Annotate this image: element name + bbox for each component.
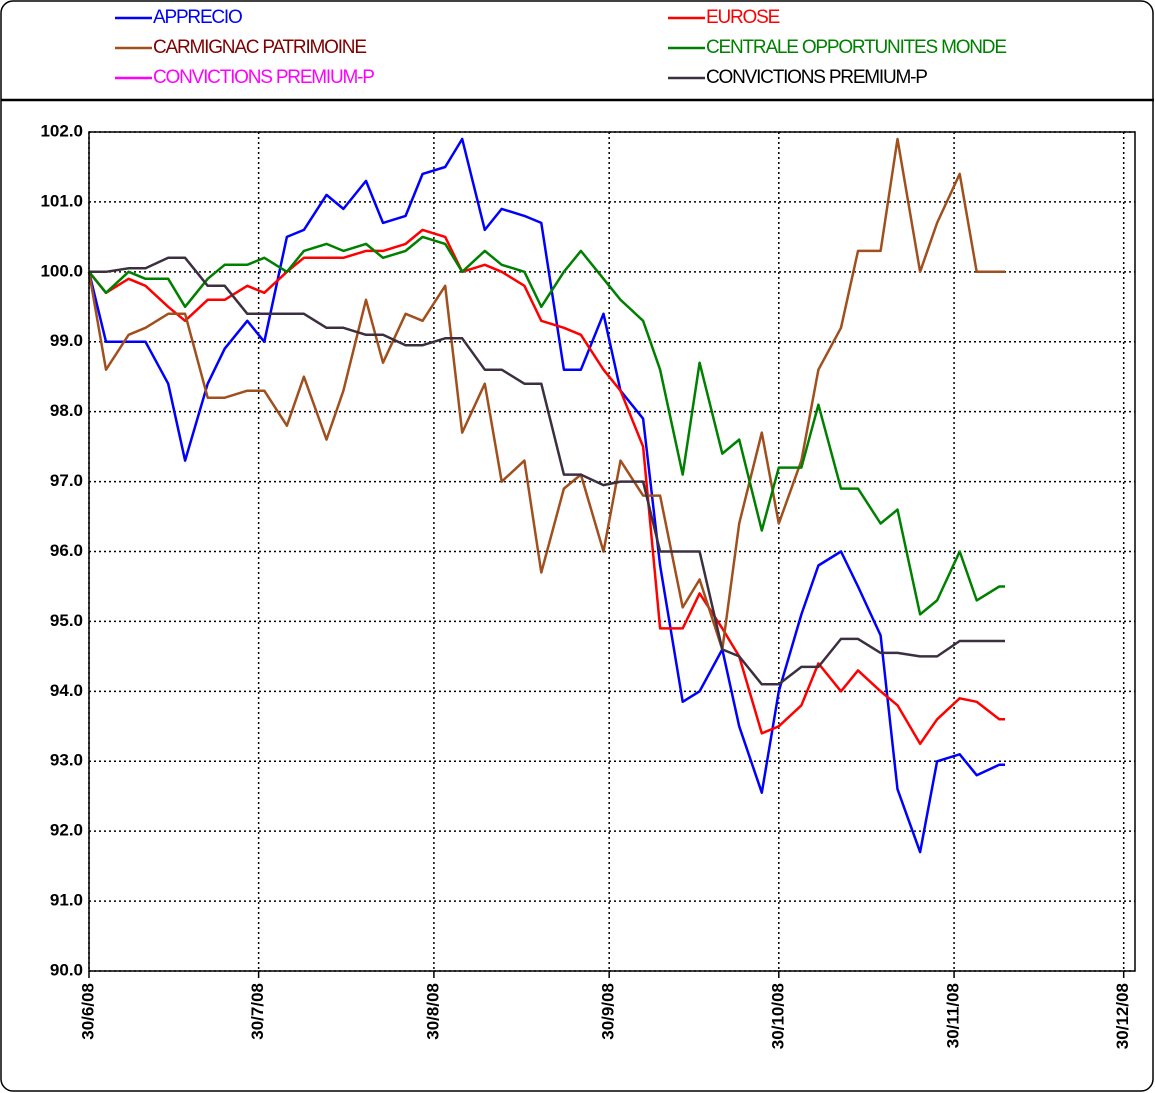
x-tick-label: 30/11/08 xyxy=(944,983,963,1048)
legend-label: CARMIGNAC PATRIMOINE xyxy=(153,37,366,58)
x-tick-label: 30/6/08 xyxy=(78,983,97,1040)
x-tick-label: 30/9/08 xyxy=(599,983,618,1040)
series-line xyxy=(88,235,1005,616)
y-tick-label: 94.0 xyxy=(50,681,83,700)
x-tick-label: 30/10/08 xyxy=(768,983,787,1049)
legend-label: EUROSE xyxy=(706,7,780,28)
y-tick-label: 92.0 xyxy=(50,821,83,840)
x-tick-label: 30/12/08 xyxy=(1113,983,1132,1049)
y-tick-label: 91.0 xyxy=(50,891,83,910)
y-tick-label: 101.0 xyxy=(40,191,83,210)
x-tick-label: 30/8/08 xyxy=(423,983,442,1040)
series-line xyxy=(89,256,1005,686)
legend-label: CONVICTIONS PREMIUM-P xyxy=(153,67,374,88)
legend: APPRECIO EUROSE CARMIGNAC PATRIMOINE CENTRA… xyxy=(115,7,1008,88)
y-tick-label: 99.0 xyxy=(50,331,83,350)
y-tick-label: 98.0 xyxy=(50,401,83,420)
lines xyxy=(87,137,1005,854)
y-tick-label: 97.0 xyxy=(50,471,83,490)
y-tick-label: 93.0 xyxy=(50,751,83,770)
legend-label: CONVICTIONS PREMIUM-P xyxy=(706,67,927,88)
y-tick-label: 90.0 xyxy=(50,960,83,979)
y-tick-label: 100.0 xyxy=(40,261,83,280)
y-tick-label: 96.0 xyxy=(50,541,83,560)
y-tick-label: 95.0 xyxy=(50,611,83,630)
series-line xyxy=(87,137,1005,651)
legend-label: CENTRALE OPPORTUNITES MONDE xyxy=(706,37,1006,58)
labels: 90.0 91.0 92.0 93.0 94.0 95.0 96.0 97.0 98.0 99.0… xyxy=(40,121,1132,1049)
x-tick-label: 30/7/08 xyxy=(248,983,267,1040)
series-line xyxy=(88,228,1005,746)
legend-label: APPRECIO xyxy=(153,7,242,28)
y-tick-label: 102.0 xyxy=(40,121,83,140)
series-line xyxy=(87,137,1005,854)
plot-border xyxy=(88,131,1136,972)
